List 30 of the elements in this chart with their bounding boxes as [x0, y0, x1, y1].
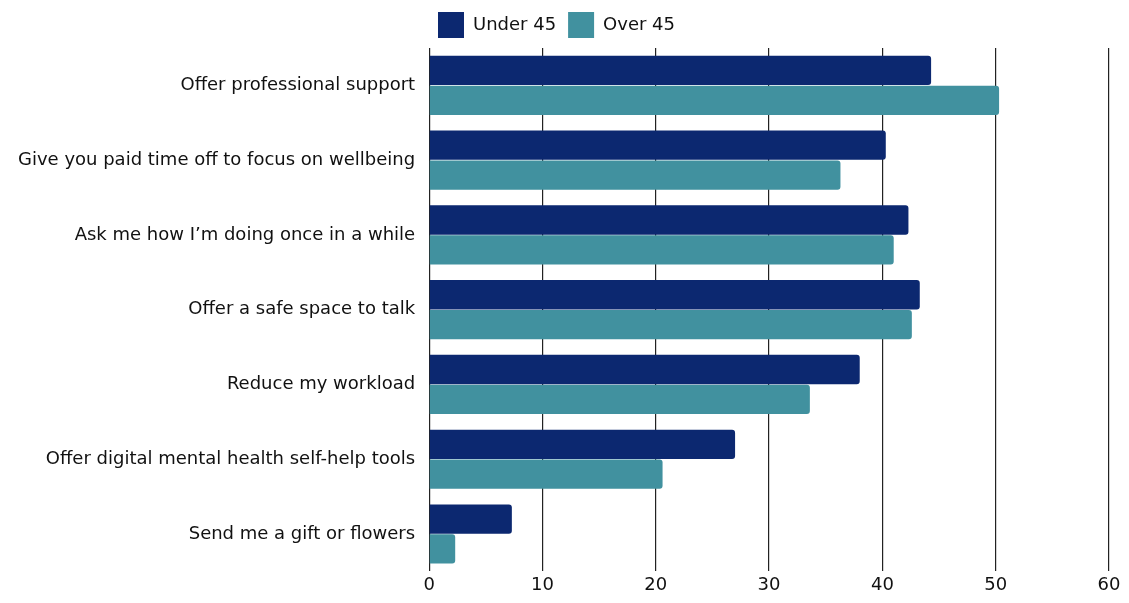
bar — [429, 384, 810, 415]
x-tick-label: 50 — [984, 572, 1008, 594]
y-tick-label: Send me a gift or flowers — [188, 521, 416, 543]
bar — [429, 85, 1000, 115]
bar — [429, 504, 512, 534]
bar — [429, 534, 456, 564]
x-tick-label: 40 — [870, 572, 894, 594]
bar — [429, 55, 932, 86]
y-tick-label: Give you paid time off to focus on wellbeing — [17, 147, 416, 169]
y-tick-label: Reduce my workload — [226, 372, 416, 394]
x-tick-label: 30 — [757, 572, 781, 594]
y-tick-label: Offer professional support — [180, 73, 416, 95]
x-tick-label: 0 — [423, 572, 435, 594]
y-tick-label: Offer a safe space to talk — [188, 297, 416, 319]
bar — [429, 429, 736, 459]
legend-label: Under 45 — [472, 12, 557, 34]
x-tick-label: 60 — [1097, 572, 1121, 594]
legend-label: Over 45 — [603, 12, 676, 34]
bar — [429, 354, 860, 385]
bar — [429, 205, 909, 235]
x-tick-label: 10 — [531, 572, 554, 594]
y-tick-label: Ask me how I’m doing once in a while — [74, 222, 416, 244]
bar — [429, 459, 663, 489]
bar — [429, 160, 841, 190]
bar — [429, 130, 886, 160]
bar — [429, 310, 912, 340]
bar — [429, 280, 920, 310]
x-tick-label: 20 — [644, 572, 668, 594]
y-tick-label: Offer digital mental health self-help tools — [45, 446, 416, 468]
bar — [429, 235, 894, 265]
